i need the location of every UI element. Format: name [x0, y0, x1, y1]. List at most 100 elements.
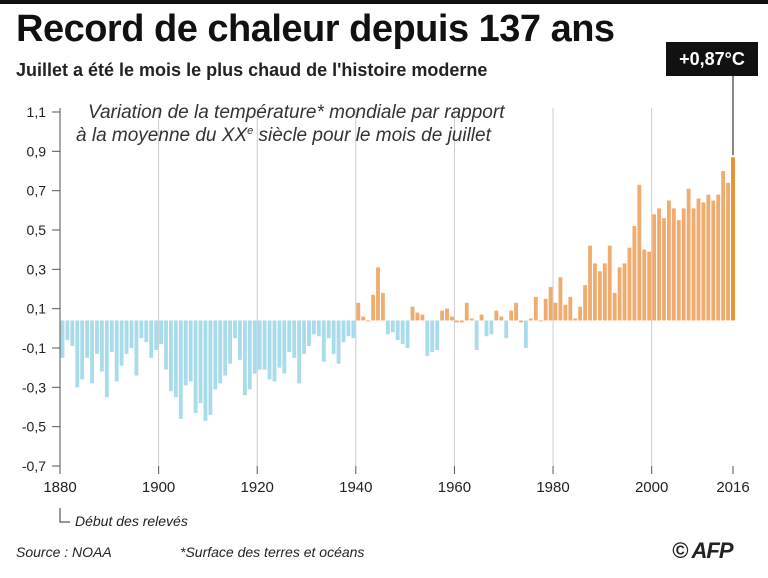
- y-tick-label: 0,7: [27, 183, 47, 199]
- bar: [341, 320, 346, 343]
- bar: [292, 320, 297, 358]
- bar: [395, 320, 400, 341]
- chart-description-line1: Variation de la température* mondiale pa…: [88, 102, 505, 123]
- bar: [213, 320, 218, 390]
- bars: [60, 157, 735, 421]
- y-axis: 1,1 0,9 0,7 0,5 0,3 0,1 -0,1 -0,3 -0,5 -0,7: [22, 104, 61, 474]
- bar: [597, 271, 602, 321]
- bar: [538, 320, 543, 322]
- bar: [119, 320, 124, 366]
- bar: [371, 294, 376, 321]
- bar: [390, 320, 395, 333]
- bar: [302, 320, 306, 354]
- bar: [208, 320, 213, 415]
- bar: [681, 208, 686, 321]
- bar: [311, 320, 316, 335]
- bar: [134, 320, 139, 376]
- bar: [612, 292, 617, 321]
- bar: [257, 320, 262, 370]
- x-tick-label: 1980: [536, 479, 569, 496]
- bar: [104, 320, 109, 398]
- grid-lines: [59, 108, 653, 466]
- bar: [514, 302, 518, 321]
- bar: [459, 320, 464, 323]
- description-suffix: siècle pour le mois de juillet: [253, 125, 491, 146]
- bar: [361, 316, 366, 321]
- bar: [716, 194, 721, 321]
- bar: [351, 320, 356, 339]
- bar: [144, 320, 149, 343]
- bar: [671, 208, 676, 321]
- bar: [272, 320, 277, 382]
- x-tick-label: 1900: [142, 479, 175, 496]
- bar: [440, 310, 445, 321]
- bar: [731, 157, 735, 321]
- y-tick-label: -0,3: [22, 379, 46, 395]
- bar: [410, 306, 415, 321]
- footnote: *Surface des terres et océans: [180, 544, 365, 560]
- bar: [415, 312, 420, 321]
- bar: [169, 320, 173, 392]
- bar: [262, 320, 267, 370]
- bar: [218, 320, 223, 384]
- bar: [504, 320, 509, 339]
- bar: [316, 320, 321, 337]
- bar: [435, 320, 440, 350]
- bar: [149, 320, 154, 358]
- bar: [647, 251, 652, 321]
- x-tick-label: 2016: [716, 479, 749, 496]
- bar: [588, 245, 592, 321]
- first-record-annotation: Début des relevés: [75, 513, 188, 529]
- chart-description-line2: à la moyenne du XXe siècle pour le mois …: [76, 125, 492, 146]
- bar: [524, 320, 528, 348]
- bar: [425, 320, 430, 356]
- bar: [188, 320, 193, 382]
- bar: [60, 320, 65, 358]
- annotation-bracket: [59, 508, 70, 523]
- bar: [657, 208, 661, 321]
- x-tick-label: 2000: [635, 479, 668, 496]
- bar: [632, 226, 637, 321]
- bar: [666, 200, 671, 321]
- bar: [499, 316, 504, 321]
- x-tick-label: 1960: [438, 479, 471, 496]
- bar: [721, 171, 726, 321]
- bar: [80, 320, 85, 380]
- bar: [70, 320, 75, 347]
- bar: [385, 320, 390, 335]
- y-tick-label: -0,1: [22, 340, 46, 356]
- record-callout: +0,87°C: [666, 42, 758, 76]
- bar: [602, 263, 607, 321]
- bar: [164, 320, 168, 370]
- bar: [233, 320, 237, 339]
- bar: [558, 277, 563, 321]
- bar: [154, 320, 159, 350]
- bar: [109, 320, 114, 352]
- bar: [228, 320, 233, 364]
- bar: [454, 320, 459, 323]
- bar: [124, 320, 129, 354]
- chart-subtitle: Juillet a été le mois le plus chaud de l…: [16, 60, 488, 80]
- bar: [326, 320, 331, 339]
- bar: [114, 320, 119, 382]
- y-tick-label: -0,7: [22, 458, 46, 474]
- bar: [450, 316, 454, 321]
- bar: [381, 292, 385, 321]
- x-tick-label: 1940: [339, 479, 372, 496]
- bar: [474, 320, 479, 350]
- bar: [356, 302, 361, 321]
- bar: [543, 298, 548, 321]
- bar: [223, 320, 228, 376]
- bar: [469, 318, 474, 321]
- bar: [593, 263, 597, 321]
- bar: [617, 267, 622, 321]
- bar: [484, 320, 489, 337]
- bar: [637, 184, 642, 321]
- y-tick-label: 0,1: [27, 301, 47, 317]
- bar: [445, 308, 449, 321]
- afp-logo: © AFP: [672, 538, 734, 563]
- bar: [183, 320, 188, 386]
- bar: [519, 320, 523, 323]
- bar: [346, 320, 351, 337]
- bar: [662, 218, 666, 321]
